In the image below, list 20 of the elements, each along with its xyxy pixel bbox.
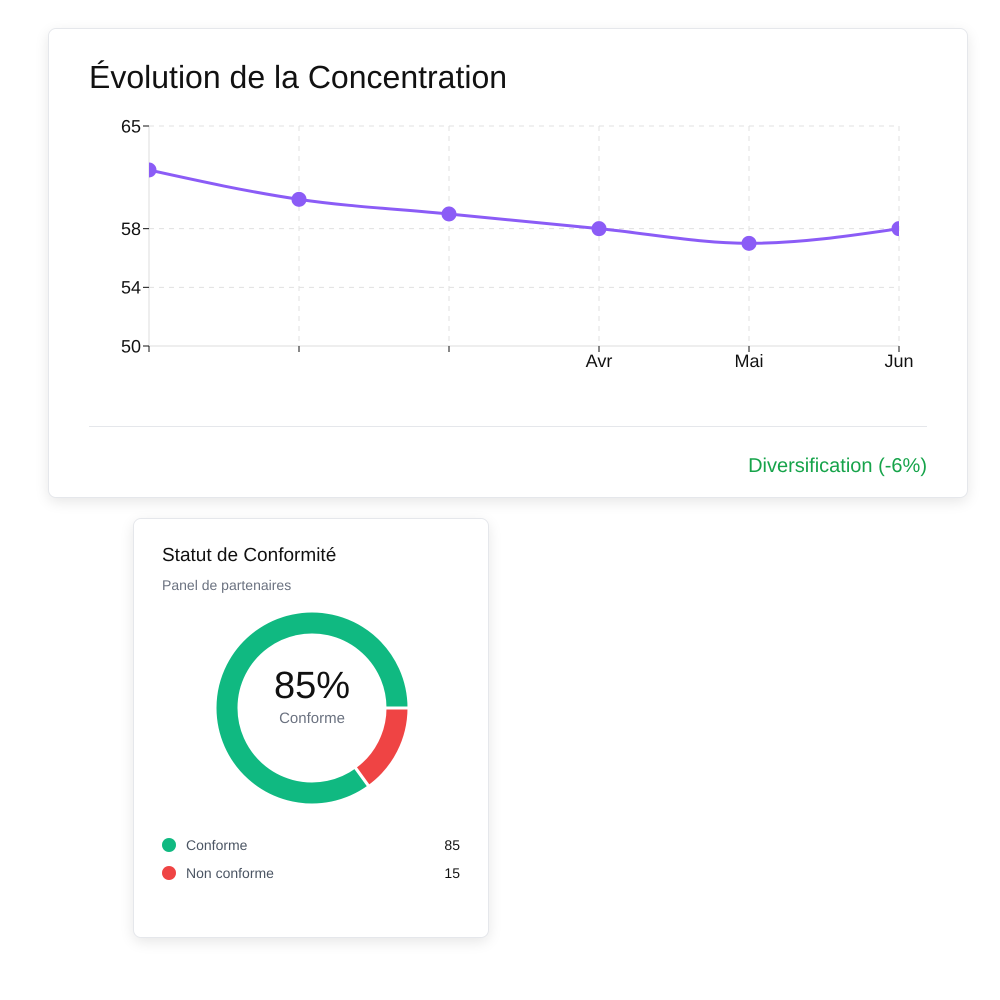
x-tick-label: Mai <box>734 350 764 371</box>
chart-title: Statut de Conformité <box>162 545 338 567</box>
point <box>442 206 456 222</box>
donut-slice <box>214 610 410 806</box>
data-label: 15 <box>444 865 460 881</box>
y-tick-label: 58 <box>120 219 141 240</box>
data-label: 85 <box>444 837 460 853</box>
x-tick-label: Jun <box>884 350 914 371</box>
text: Diversification (-6%) <box>748 455 927 477</box>
text: Conforme <box>278 710 346 727</box>
text: 85% <box>272 665 352 708</box>
legend-label: Conforme <box>186 837 248 853</box>
y-tick-label: 65 <box>120 116 141 136</box>
y-tick-label: 50 <box>120 336 141 356</box>
chart-subtitle: Panel de partenaires <box>162 577 292 593</box>
point <box>592 221 606 236</box>
y-tick-label: 54 <box>120 278 141 298</box>
x-tick-label: Avr <box>586 350 612 371</box>
legend-label: Non conforme <box>186 865 275 881</box>
chart-title: Évolution de la Concentration <box>89 59 508 96</box>
